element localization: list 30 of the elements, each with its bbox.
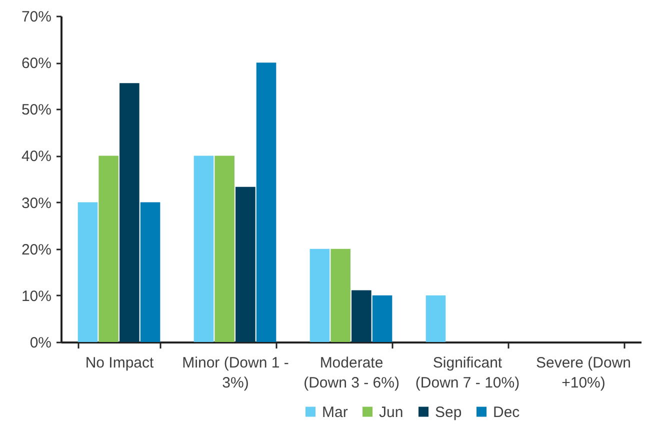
bar — [426, 295, 446, 342]
bar — [330, 248, 350, 342]
legend-label: Sep — [435, 404, 462, 421]
x-tick-label: Minor (Down 1 - 3%) — [182, 354, 289, 392]
y-tick-label: 70% — [21, 8, 52, 26]
legend-label: Jun — [379, 404, 404, 421]
x-tick-label: Significant (Down 7 - 10%) — [415, 354, 520, 392]
x-tick-label: Severe (Down +10%) — [536, 354, 632, 392]
y-tick-label: 10% — [21, 288, 52, 305]
y-tick-label: 40% — [21, 148, 52, 166]
legend-label: Dec — [493, 404, 520, 421]
bar — [214, 156, 234, 342]
bar — [194, 156, 214, 342]
bar — [352, 290, 372, 342]
bar — [310, 248, 330, 342]
y-tick-label: 0% — [30, 334, 52, 352]
y-tick-label: 20% — [21, 241, 52, 258]
y-tick-label: 60% — [21, 55, 52, 72]
bar — [256, 62, 276, 342]
x-tick-label: Moderate (Down 3 - 6%) — [304, 354, 400, 392]
x-tick-label: No Impact — [85, 354, 155, 372]
bar — [98, 156, 118, 342]
bar — [372, 295, 392, 342]
bar — [236, 186, 256, 342]
bar — [140, 202, 160, 342]
legend-label: Mar — [322, 404, 348, 421]
y-tick-label: 30% — [21, 194, 52, 212]
bar — [120, 83, 140, 342]
bar — [78, 202, 98, 342]
y-tick-label: 50% — [21, 102, 52, 119]
